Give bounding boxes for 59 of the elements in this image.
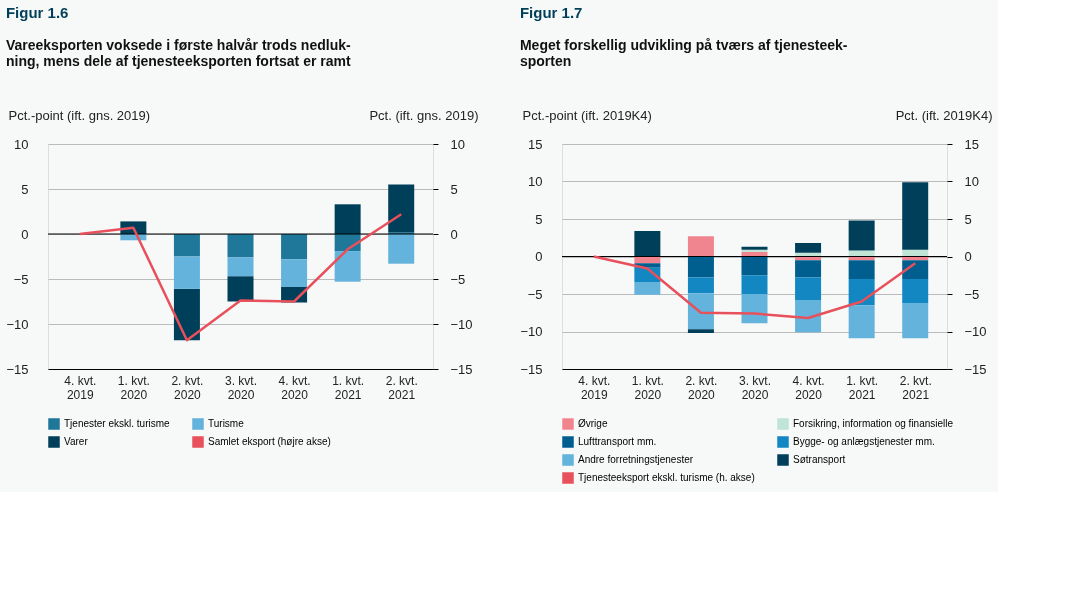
y2-tick-label: −5 [450,271,466,287]
chart-subtitle: Meget forskellig udvikling på tværs af tjenesteek- sporten [519,37,848,69]
legend-label: Samlet eksport (højre akse) [208,436,331,447]
y2-tick-label: −15 [964,361,987,377]
legend-label: Lufttransport mm. [578,436,657,447]
x-tick-label: 4. kvt. 2020 [278,373,311,402]
x-tick-label: 1. kvt. 2020 [631,373,664,402]
y2-tick-label: 5 [964,211,972,227]
x-tick-label: 2. kvt. 2021 [385,373,418,402]
y2-tick-label: 10 [964,174,979,189]
legend-label: Forsikring, information og finansielle [793,418,954,429]
chart-subtitle: Vareeksporten voksede i første halvår trods nedluk- ning, mens dele af tjenesteeksporten fortsat er ramt [5,37,351,69]
x-tick-label: 4. kvt. 2019 [578,373,611,402]
chart-title: Figur 1.6 [5,4,69,21]
y-axis-title: Pct.-point (ift. 2019K4) [522,107,652,123]
legend-label: Tjenester ekskl. turisme [64,418,171,429]
y2-axis-title: Pct. (ift. gns. 2019) [369,107,479,123]
x-tick-label: 3. kvt. 2020 [224,373,258,402]
y2-tick-label: 5 [450,181,458,197]
x-tick-label: 2. kvt. 2020 [685,373,718,402]
x-tick-label: 4. kvt. 2019 [64,373,97,402]
y-tick-label: 10 [14,136,29,152]
x-tick-label: 1. kvt. 2020 [117,373,150,402]
y-tick-label: −15 [6,361,29,377]
y-tick-label: −10 [520,324,543,339]
legend-label: Søtransport [793,454,846,465]
y-tick-label: 0 [535,249,543,264]
y-tick-label: 15 [528,136,543,152]
y2-tick-label: 0 [450,226,458,242]
y2-tick-label: −10 [450,316,473,332]
x-tick-label: 1. kvt. 2021 [332,373,365,402]
legend-label: Turisme [208,418,245,429]
legend-label: Tjenesteeksport ekskl. turisme (h. akse) [578,472,755,483]
y2-tick-label: −5 [964,286,980,302]
legend-label: Andre forretningstjenester [578,454,694,465]
y-tick-label: 5 [21,181,29,197]
legend-label: Varer [64,436,89,447]
y-tick-label: 0 [21,226,29,242]
chart-title: Figur 1.7 [519,4,583,21]
y2-axis-title: Pct. (ift. 2019K4) [895,107,993,123]
y2-tick-label: 15 [964,136,979,152]
y-tick-label: 10 [528,174,543,189]
x-tick-label: 4. kvt. 2020 [792,373,825,402]
y-tick-label: −5 [527,286,543,302]
y-tick-label: −15 [520,361,543,377]
x-tick-label: 3. kvt. 2020 [738,373,772,402]
y2-tick-label: −10 [964,324,987,339]
x-tick-label: 2. kvt. 2020 [171,373,204,402]
legend-label: Bygge- og anlægstjenester mm. [793,436,935,447]
y2-tick-label: 10 [450,136,465,152]
x-tick-label: 2. kvt. 2021 [899,373,932,402]
y2-tick-label: 0 [964,249,972,264]
legend-label: Øvrige [578,418,608,429]
y-tick-label: −5 [13,271,29,287]
y-axis-title: Pct.-point (ift. gns. 2019) [8,107,151,123]
y2-tick-label: −15 [450,361,473,377]
x-tick-label: 1. kvt. 2021 [846,373,879,402]
y-tick-label: −10 [6,316,29,332]
y-tick-label: 5 [535,211,543,227]
